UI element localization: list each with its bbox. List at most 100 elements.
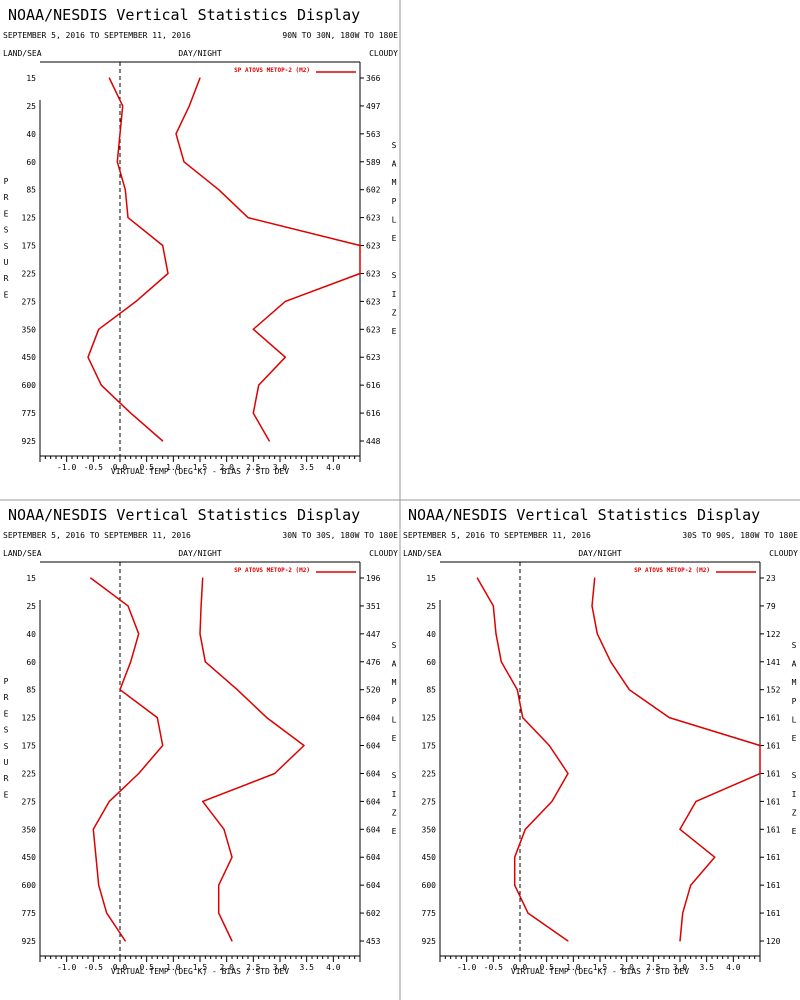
- sample-size-value: 453: [366, 937, 381, 946]
- std-dev-point: [695, 800, 697, 802]
- std-dev-point: [200, 605, 202, 607]
- bias-point: [500, 661, 502, 663]
- std-dev-point: [284, 300, 286, 302]
- legend-label: SP ATOVS METOP-2 (M2): [234, 67, 310, 74]
- bias-point: [135, 300, 137, 302]
- std-dev-point: [591, 605, 593, 607]
- std-dev-point: [175, 133, 177, 135]
- std-dev-point: [668, 717, 670, 719]
- std-dev-point: [303, 744, 305, 747]
- x-tick-label: -1.0: [457, 963, 476, 972]
- sample-size-value: 623: [366, 353, 381, 362]
- bias-point: [162, 440, 164, 442]
- x-tick-label: 4.0: [326, 463, 341, 472]
- bias-point: [106, 912, 108, 914]
- pressure-level-label: 450: [22, 353, 37, 362]
- std-dev-point: [223, 828, 225, 830]
- pressure-level-label: 275: [422, 797, 437, 806]
- std-dev-point: [690, 884, 692, 886]
- x-tick-label: 3.5: [299, 963, 314, 972]
- bias-profile-line: [90, 577, 164, 942]
- legend-label: SP ATOVS METOP-2 (M2): [234, 567, 310, 574]
- bias-point: [514, 884, 516, 886]
- std-dev-point: [596, 633, 598, 635]
- std-dev-point: [202, 800, 204, 802]
- panel-title: NOAA/NESDIS Vertical Statistics Display: [408, 506, 760, 524]
- sample-size-axis-letter: L: [392, 215, 397, 224]
- sample-size-value: 79: [766, 602, 776, 611]
- sample-size-axis-letter: A: [392, 660, 397, 669]
- pressure-level-label: 175: [22, 742, 37, 751]
- std-dev-point: [183, 161, 185, 163]
- std-dev-point: [218, 884, 220, 886]
- sample-size-axis-letter: S: [392, 141, 397, 150]
- sample-size-value: 120: [766, 937, 781, 946]
- sample-size-axis-letter: E: [392, 234, 397, 243]
- std-dev-point: [236, 689, 238, 691]
- sample-size-value: 122: [766, 630, 781, 639]
- sample-size-value: 161: [766, 909, 781, 918]
- x-tick-label: 3.0: [273, 463, 288, 472]
- bias-point: [92, 828, 94, 830]
- std-dev-point: [759, 744, 761, 747]
- x-tick-label: 3.5: [699, 963, 714, 972]
- sample-size-axis-letter: E: [792, 827, 797, 836]
- pressure-level-label: 125: [422, 714, 437, 723]
- x-axis-label: VIRTUAL TEMP (DEG K) - BIAS / STD DEV: [111, 967, 289, 976]
- std-dev-point: [594, 577, 596, 579]
- sample-size-axis-letter: Z: [392, 808, 397, 817]
- sample-size-axis-letter: S: [392, 771, 397, 780]
- std-dev-point: [247, 217, 249, 219]
- pressure-level-label: 60: [26, 158, 36, 167]
- pressure-level-label: 15: [426, 574, 436, 583]
- std-dev-point: [218, 189, 220, 191]
- land-sea-label: LAND/SEA: [3, 549, 42, 558]
- sample-size-value: 351: [366, 602, 381, 611]
- std-dev-profile-line: [175, 77, 361, 442]
- bias-point: [492, 605, 494, 607]
- bias-point: [119, 689, 121, 691]
- bias-point: [567, 940, 569, 942]
- sample-size-axis-letter: M: [792, 678, 797, 687]
- x-tick-label: 2.5: [646, 963, 661, 972]
- sample-size-value: 604: [366, 714, 381, 723]
- land-sea-label: LAND/SEA: [3, 49, 42, 58]
- pressure-level-label: 125: [22, 214, 37, 223]
- std-dev-point: [266, 717, 268, 719]
- sample-size-value: 161: [766, 714, 781, 723]
- region-label: 30S TO 90S, 180W TO 180E: [682, 531, 798, 540]
- sample-size-axis-letter: P: [392, 197, 397, 206]
- pressure-level-label: 275: [22, 797, 37, 806]
- sample-size-value: 623: [366, 242, 381, 251]
- x-tick-label: 1.0: [166, 963, 181, 972]
- x-tick-label: 2.0: [219, 463, 234, 472]
- sample-size-value: 623: [366, 214, 381, 223]
- panel-title: NOAA/NESDIS Vertical Statistics Display: [8, 506, 360, 524]
- x-tick-label: 0.5: [139, 963, 154, 972]
- std-dev-point: [202, 577, 204, 579]
- x-tick-label: 3.5: [299, 463, 314, 472]
- sample-size-axis-letter: I: [392, 790, 397, 799]
- x-axis-label: VIRTUAL TEMP (DEG K) - BIAS / STD DEV: [511, 967, 689, 976]
- sample-size-value: 161: [766, 742, 781, 751]
- pressure-level-label: 925: [22, 437, 37, 446]
- pressure-level-label: 350: [22, 325, 37, 334]
- x-tick-label: 4.0: [326, 963, 341, 972]
- bias-point: [98, 328, 100, 330]
- legend-label: SP ATOVS METOP-2 (M2): [634, 567, 710, 574]
- pressure-level-label: 15: [26, 574, 36, 583]
- pressure-level-label: 15: [26, 74, 36, 83]
- pressure-level-label: 225: [22, 269, 37, 278]
- x-tick-label: -0.5: [84, 463, 103, 472]
- bias-point: [522, 717, 524, 719]
- sample-size-value: 520: [366, 686, 381, 695]
- std-dev-point: [679, 940, 681, 942]
- x-tick-label: 0.0: [513, 963, 528, 972]
- x-tick-label: -1.0: [57, 463, 76, 472]
- pressure-level-label: 600: [22, 881, 37, 890]
- sample-size-value: 604: [366, 742, 381, 751]
- sample-size-axis-letter: I: [392, 290, 397, 299]
- bias-point: [524, 828, 526, 830]
- sample-size-axis-letter: Z: [392, 308, 397, 317]
- sample-size-axis-letter: P: [792, 697, 797, 706]
